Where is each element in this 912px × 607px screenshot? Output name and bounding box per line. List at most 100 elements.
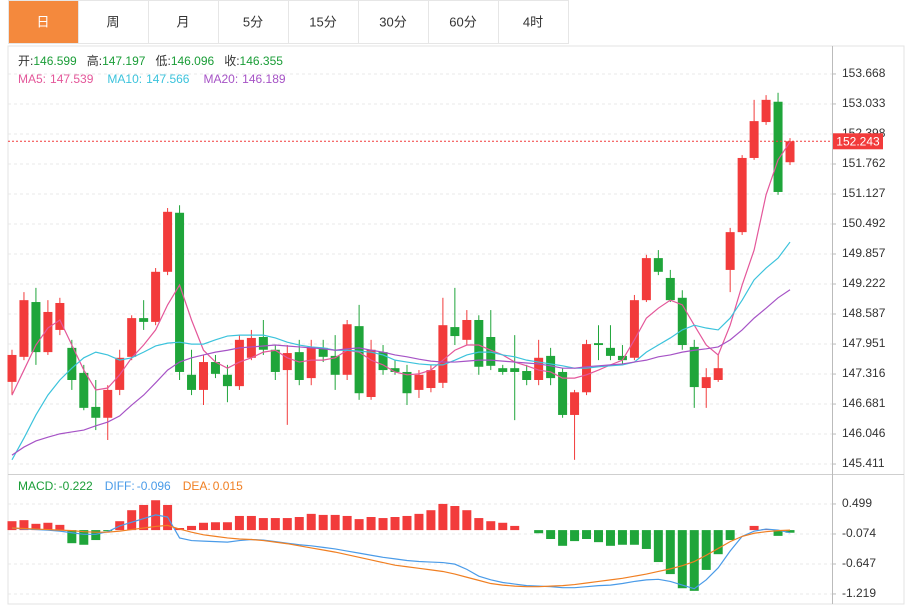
legend-text: 0.015 (213, 479, 243, 493)
candle-body (665, 277, 675, 301)
macd-bar (629, 530, 639, 545)
macd-bar (378, 518, 388, 531)
candle-body (67, 347, 77, 380)
macd-bar (438, 503, 448, 531)
tab-label[interactable]: 日 (36, 14, 49, 29)
tab-label[interactable]: 60分 (449, 14, 476, 29)
tab-label[interactable]: 月 (176, 14, 189, 29)
tab-label[interactable]: 5分 (243, 14, 263, 29)
candle-body (103, 389, 113, 418)
tab-button[interactable] (428, 0, 499, 44)
legend-text: 146.096 (171, 54, 215, 68)
legend-text: MACD: (18, 479, 57, 493)
candle-body (19, 300, 29, 357)
candle-body (402, 371, 412, 394)
candle-body (127, 318, 137, 357)
tab[interactable]: 15分 (288, 0, 359, 44)
y-tick-label: 151.127 (842, 186, 886, 200)
candle-body (306, 347, 316, 379)
indicator-line (11, 141, 791, 396)
macd-bar (282, 518, 292, 531)
candle-body (438, 325, 448, 383)
y-tick-label: -0.074 (842, 526, 876, 540)
macd-bar (318, 514, 328, 531)
macd-bar (558, 530, 568, 546)
candle-body (318, 347, 328, 357)
candle-body (486, 337, 496, 366)
candle-body (510, 368, 520, 372)
candle-body (701, 377, 711, 389)
candle-body (713, 368, 723, 380)
candle-body (366, 349, 376, 397)
tab-button[interactable] (498, 0, 569, 44)
macd-bar (258, 518, 268, 531)
macd-bar (450, 506, 460, 531)
candle-body (43, 311, 53, 353)
tab[interactable]: 5分 (218, 0, 289, 44)
legend-text: 低: (155, 54, 170, 68)
macd-bar (390, 517, 400, 531)
macd-bar (342, 515, 352, 531)
tab[interactable]: 60分 (428, 0, 499, 44)
indicator-line (11, 524, 791, 588)
legend-text: MA5: (18, 72, 46, 86)
macd-bar (414, 513, 424, 531)
candle-body (737, 157, 747, 233)
tab[interactable]: 月 (148, 0, 219, 44)
tab[interactable]: 周 (78, 0, 149, 44)
candle-body (55, 302, 65, 330)
macd-bar (689, 530, 699, 591)
tab-label[interactable]: 30分 (379, 14, 406, 29)
tab-label[interactable]: 15分 (309, 14, 336, 29)
tab-label[interactable]: 周 (106, 14, 119, 29)
macd-bar (725, 530, 735, 541)
tab-button[interactable] (8, 0, 79, 44)
candle-body (605, 347, 615, 356)
y-tick-label: 145.411 (842, 456, 885, 470)
macd-bar (534, 530, 544, 534)
macd-bar (677, 530, 687, 589)
candle-body (234, 339, 244, 387)
macd-bar (79, 530, 89, 545)
macd-bar (55, 524, 65, 531)
tab[interactable]: 30分 (358, 0, 429, 44)
candle-body (570, 392, 580, 415)
tab-button[interactable] (358, 0, 429, 44)
candle-body (7, 354, 17, 382)
legend-text: 147.539 (50, 72, 94, 86)
tab-label[interactable]: 4时 (523, 14, 543, 29)
y-tick-label: -0.647 (842, 556, 876, 570)
macd-bar (617, 530, 627, 545)
legend-text: 146.189 (242, 72, 286, 86)
macd-bar (546, 530, 556, 540)
macd-bar (7, 521, 17, 531)
macd-bar (330, 514, 340, 531)
candle-body (163, 211, 173, 272)
tab-button[interactable] (288, 0, 359, 44)
candle-body (761, 99, 771, 123)
legend-text: MA20: (203, 72, 238, 86)
macd-bar (139, 504, 149, 531)
tab[interactable]: 日 (8, 0, 79, 44)
tab-button[interactable] (78, 0, 149, 44)
candle-body (31, 302, 41, 353)
legend-text: 146.355 (240, 54, 284, 68)
tab[interactable]: 4时 (498, 0, 569, 44)
candle-body (199, 362, 208, 390)
candle-body (222, 374, 232, 387)
candle-body (498, 368, 508, 372)
macd-bar (187, 525, 197, 531)
y-tick-label: 147.316 (842, 366, 886, 380)
macd-bar (270, 518, 280, 531)
tab-button[interactable] (148, 0, 219, 44)
indicator-line (11, 289, 791, 456)
candle-body (773, 101, 783, 192)
y-tick-label: 153.033 (842, 96, 886, 110)
macd-bar (641, 530, 651, 549)
candle-body (330, 355, 340, 375)
macd-bar (199, 522, 208, 531)
candle-body (91, 406, 101, 418)
legend-text: 收: (224, 54, 239, 68)
candle-body (354, 326, 364, 394)
macd-bar (402, 515, 412, 531)
